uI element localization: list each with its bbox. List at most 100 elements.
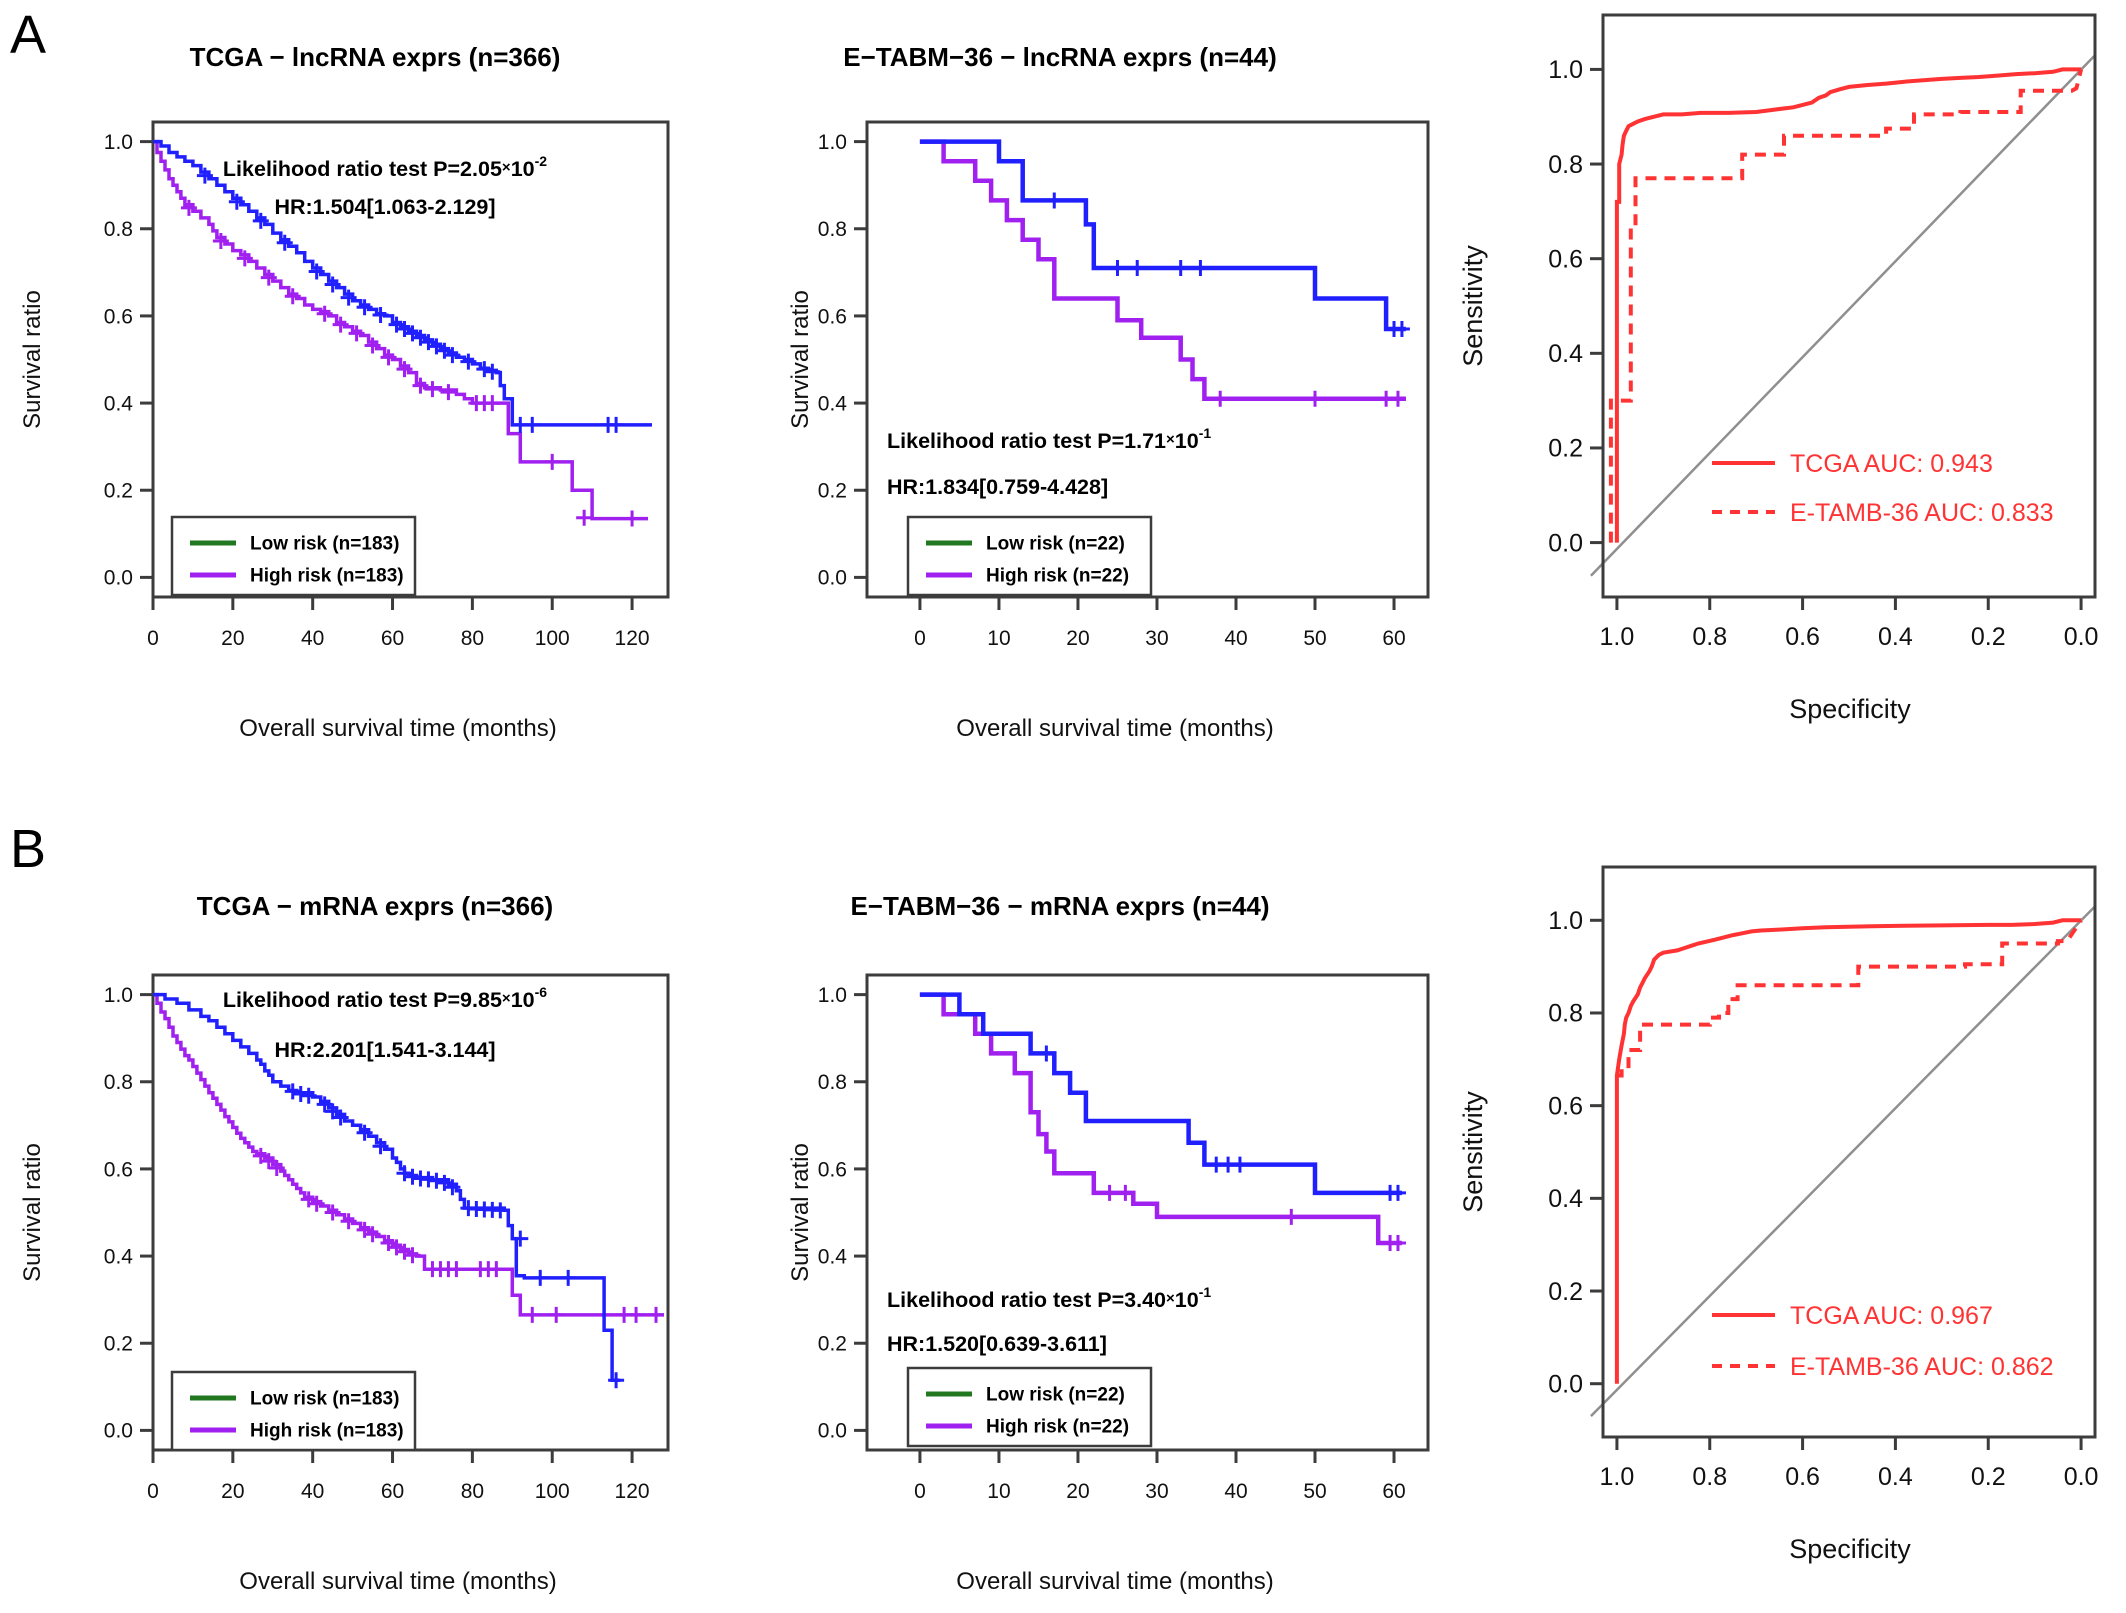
svg-text:0.2: 0.2 [1548, 1278, 1583, 1306]
svg-text:120: 120 [615, 627, 650, 650]
y-axis-ticks: 0.0 0.2 0.4 0.6 0.8 1.0 [1548, 907, 1603, 1398]
svg-text:High risk (n=183): High risk (n=183) [250, 1421, 404, 1442]
svg-text:0.4: 0.4 [1878, 1463, 1913, 1491]
svg-text:Low risk (n=183): Low risk (n=183) [250, 534, 399, 555]
censor-marks [1212, 390, 1406, 407]
svg-text:60: 60 [1382, 627, 1405, 650]
risk-legend: Low risk (n=22) High risk (n=22) [906, 515, 1153, 597]
plot-box [865, 120, 1430, 599]
stats-p-value: Likelihood ratio test P=2.05×10-2 [223, 153, 547, 181]
svg-text:50: 50 [1303, 627, 1326, 650]
stats-p-value: Likelihood ratio test P=9.85×10-6 [223, 984, 547, 1012]
series-tcga [1614, 67, 2082, 543]
svg-text:60: 60 [381, 1480, 404, 1503]
x-axis-label: Specificity [1789, 1534, 1911, 1564]
svg-text:100: 100 [535, 1480, 570, 1503]
svg-text:Low risk (n=22): Low risk (n=22) [986, 534, 1125, 555]
svg-text:0.0: 0.0 [818, 1420, 847, 1443]
svg-text:0.0: 0.0 [2064, 623, 2099, 651]
svg-text:40: 40 [301, 1480, 324, 1503]
svg-text:1.0: 1.0 [818, 984, 847, 1007]
censor-marks [1101, 1184, 1406, 1251]
svg-text:0.2: 0.2 [1548, 435, 1583, 463]
km-chart-etabm36-mrna: 0 10 20 30 40 50 60 0.0 0.2 0.4 0.6 0.8 1.0 Survival … [787, 891, 1430, 1595]
svg-text:0.8: 0.8 [818, 1071, 847, 1094]
svg-text:30: 30 [1145, 1480, 1168, 1503]
chart-title: TCGA − mRNA exprs (n=366) [197, 891, 553, 921]
svg-text:0.4: 0.4 [104, 1245, 134, 1268]
svg-text:80: 80 [461, 1480, 484, 1503]
svg-text:0: 0 [914, 1480, 926, 1503]
series-low-risk [919, 992, 1402, 1196]
svg-text:0: 0 [914, 627, 926, 650]
svg-text:0.4: 0.4 [104, 392, 134, 415]
svg-text:Low risk (n=22): Low risk (n=22) [986, 1385, 1125, 1406]
chance-diagonal-line [1590, 905, 2096, 1418]
svg-text:0.0: 0.0 [818, 567, 847, 590]
auc-legend: TCGA AUC: 0.967 E-TAMB-36 AUC: 0.862 [1712, 1302, 2054, 1381]
svg-text:TCGA AUC: 0.943: TCGA AUC: 0.943 [1790, 450, 1993, 478]
censor-marks [1046, 192, 1410, 337]
x-axis-label: Specificity [1789, 694, 1911, 724]
svg-text:0.6: 0.6 [818, 1158, 847, 1181]
km-chart-etabm36-lncrna: 0 10 20 30 40 50 60 0.0 0.2 0.4 0.6 0.8 1.0 Survival … [787, 42, 1430, 742]
chart-title: E−TABM−36 − mRNA exprs (n=44) [850, 891, 1269, 921]
svg-text:1.0: 1.0 [818, 131, 847, 154]
censor-marks [284, 1083, 625, 1389]
svg-text:1.0: 1.0 [104, 984, 133, 1007]
svg-text:30: 30 [1145, 627, 1168, 650]
y-axis-label: Survival ratio [787, 1143, 814, 1282]
svg-text:0.8: 0.8 [818, 218, 847, 241]
roc-chart-mrna: 1.0 0.8 0.6 0.4 0.2 0.0 0.0 0.2 0.4 0.6 0.8 1.0 Sens… [1460, 865, 2099, 1564]
plot-box [1601, 13, 2097, 599]
censor-marks [196, 167, 625, 433]
svg-text:0.2: 0.2 [1971, 1463, 2006, 1491]
stats-hazard-ratio: HR:1.504[1.063-2.129] [274, 195, 495, 219]
svg-text:40: 40 [1224, 627, 1247, 650]
y-axis-ticks: 0.0 0.2 0.4 0.6 0.8 1.0 [104, 131, 153, 590]
svg-text:0.6: 0.6 [1785, 1463, 1820, 1491]
svg-text:0.4: 0.4 [1548, 1185, 1583, 1213]
y-axis-label: Survival ratio [19, 1143, 46, 1282]
x-axis-label: Overall survival time (months) [956, 1568, 1273, 1595]
svg-text:0.2: 0.2 [104, 1333, 133, 1356]
svg-text:0.6: 0.6 [1548, 1092, 1583, 1120]
y-axis-label: Survival ratio [787, 290, 814, 429]
svg-text:0.4: 0.4 [818, 1245, 848, 1268]
x-axis-ticks: 0 20 40 60 80 100 120 [147, 597, 650, 650]
series-low-risk [919, 139, 1406, 332]
y-axis-ticks: 0.0 0.2 0.4 0.6 0.8 1.0 [104, 984, 153, 1443]
svg-text:60: 60 [381, 627, 404, 650]
svg-text:0.0: 0.0 [2064, 1463, 2099, 1491]
stats-p-value: Likelihood ratio test P=1.71×10-1 [887, 425, 1211, 453]
stats-hazard-ratio: HR:2.201[1.541-3.144] [274, 1038, 495, 1062]
svg-text:80: 80 [461, 627, 484, 650]
panel-b-label: B [10, 819, 47, 879]
svg-text:40: 40 [301, 627, 324, 650]
svg-text:10: 10 [987, 1480, 1010, 1503]
risk-legend: Low risk (n=22) High risk (n=22) [906, 1366, 1153, 1448]
x-axis-label: Overall survival time (months) [239, 715, 556, 742]
chart-title: TCGA − lncRNA exprs (n=366) [190, 42, 561, 72]
svg-text:0.6: 0.6 [104, 305, 133, 328]
x-axis-ticks: 0 10 20 30 40 50 60 [914, 1450, 1406, 1503]
series-e-tamb-36 [1616, 919, 2083, 1078]
plot-box [151, 120, 670, 599]
svg-text:High risk (n=183): High risk (n=183) [250, 566, 404, 587]
svg-text:20: 20 [1066, 1480, 1089, 1503]
svg-text:1.0: 1.0 [104, 131, 133, 154]
stats-hazard-ratio: HR:1.834[0.759-4.428] [887, 475, 1108, 499]
risk-legend: Low risk (n=183) High risk (n=183) [170, 1370, 417, 1452]
svg-text:0.8: 0.8 [1548, 1000, 1583, 1028]
y-axis-ticks: 0.0 0.2 0.4 0.6 0.8 1.0 [818, 131, 867, 590]
y-axis-ticks: 0.0 0.2 0.4 0.6 0.8 1.0 [818, 984, 867, 1443]
x-axis-ticks: 1.0 0.8 0.6 0.4 0.2 0.0 [1600, 597, 2099, 651]
x-axis-label: Overall survival time (months) [956, 715, 1273, 742]
svg-text:20: 20 [221, 627, 244, 650]
panel-a-label: A [10, 5, 47, 65]
svg-text:50: 50 [1303, 1480, 1326, 1503]
svg-text:40: 40 [1224, 1480, 1247, 1503]
svg-text:High risk (n=22): High risk (n=22) [986, 566, 1129, 587]
svg-text:0.0: 0.0 [104, 1420, 133, 1443]
